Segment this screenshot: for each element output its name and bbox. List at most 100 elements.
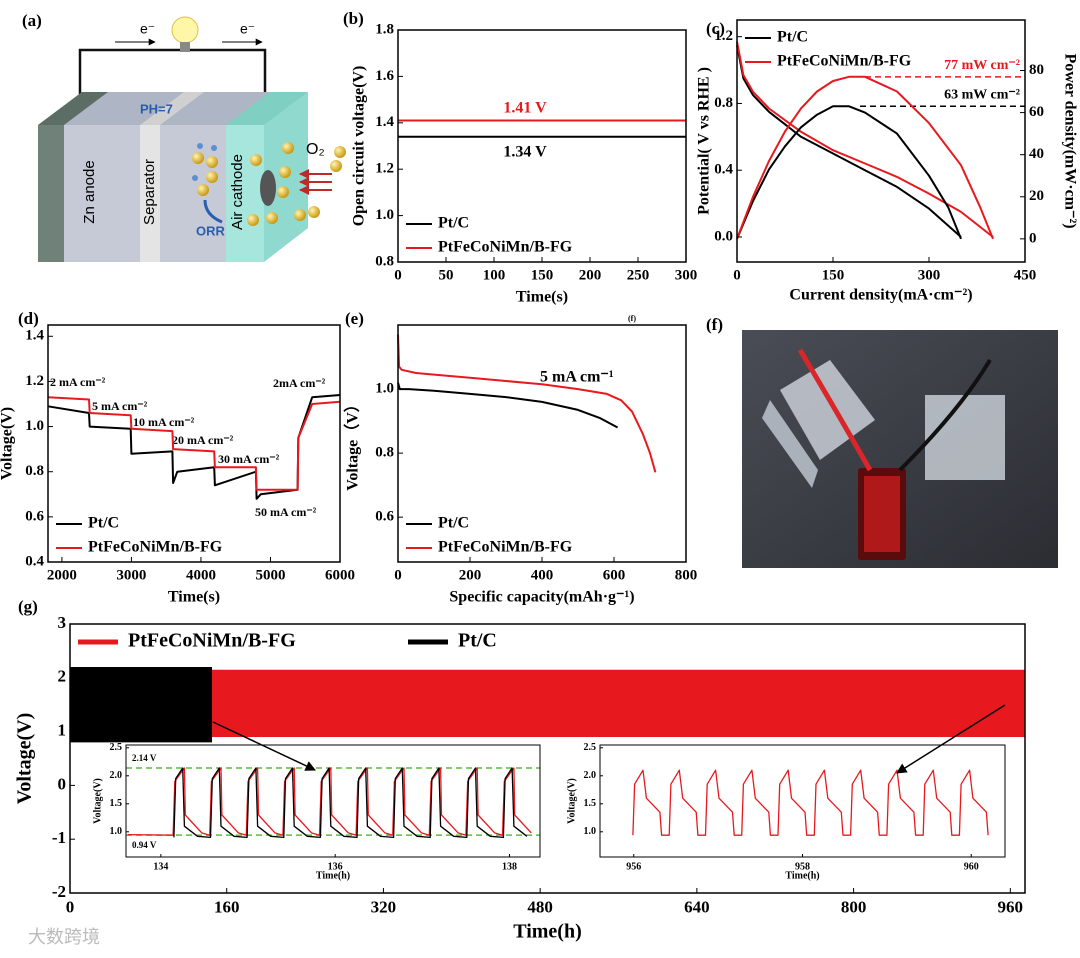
device-photo: (f) xyxy=(706,315,1058,568)
y2-tick-label: 60 xyxy=(1029,104,1044,120)
x-tick-label: 200 xyxy=(459,567,482,583)
annotation: 20 mA cm⁻² xyxy=(172,433,234,447)
annotation: 30 mA cm⁻² xyxy=(218,452,280,466)
panel-label: (f) xyxy=(706,315,723,334)
bulb xyxy=(171,16,199,44)
panel-label: (b) xyxy=(343,9,364,28)
panel-label: (g) xyxy=(18,597,38,616)
y-axis-label: Voltage(V) xyxy=(92,778,103,824)
y-tick-label: 1.8 xyxy=(375,21,394,37)
x-axis-label: Time(h) xyxy=(785,870,819,881)
y-tick-label: 0.8 xyxy=(714,95,733,111)
annotation: 1.41 V xyxy=(503,100,547,117)
x-axis-label: Time(h) xyxy=(316,870,350,881)
x-axis-label: Current density(mA·cm⁻²) xyxy=(789,287,972,304)
series-line xyxy=(632,769,989,836)
black-wire xyxy=(898,358,992,472)
separator-label: Separator xyxy=(141,159,158,225)
legend-label: PtFeCoNiMn/B-FG xyxy=(438,239,573,256)
series-line xyxy=(127,767,532,836)
y-axis-label: Voltage(V) xyxy=(0,407,16,480)
cathode-label: Air cathode xyxy=(229,154,246,230)
red-wire xyxy=(797,348,873,472)
cycling-band xyxy=(70,667,213,743)
x-tick-label: 136 xyxy=(328,861,343,872)
legend-label: PtFeCoNiMn/B-FG xyxy=(438,539,573,556)
inset-background xyxy=(600,745,1005,857)
y-tick-label: 1.5 xyxy=(584,798,597,809)
reaction-arrow xyxy=(203,199,223,224)
annotation: 10 mA cm⁻² xyxy=(133,415,195,429)
x-axis-label: Specific capacity(mAh·g⁻¹) xyxy=(449,589,634,606)
legend-label: PtFeCoNiMn/B-FG xyxy=(777,53,912,70)
panel-label: (a) xyxy=(22,11,42,30)
x-tick-label: 960 xyxy=(964,861,979,872)
x-tick-label: 3000 xyxy=(116,567,146,583)
annotation: 5 mA cm⁻¹ xyxy=(540,369,614,386)
oxygen-molecules xyxy=(192,142,346,226)
footnote: (f) xyxy=(628,314,636,323)
reaction-label: ORR xyxy=(196,223,226,238)
cycling-band xyxy=(70,669,1025,737)
y-tick-label: 0 xyxy=(58,774,67,793)
inset-background xyxy=(126,745,540,857)
x-tick-label: 160 xyxy=(214,898,240,917)
y-tick-label: 1.0 xyxy=(375,207,394,223)
series-line xyxy=(397,334,657,473)
x-axis-label: Time(s) xyxy=(516,289,568,306)
y-tick-label: 1.2 xyxy=(25,373,44,389)
x-axis-label: Time(s) xyxy=(168,589,220,606)
series-line xyxy=(736,75,994,240)
plot-frame xyxy=(736,19,1026,263)
x-tick-label: 0 xyxy=(394,567,402,583)
y-tick-label: 0.0 xyxy=(714,228,733,244)
legend-label: Pt/C xyxy=(777,29,808,46)
y-tick-label: 1.0 xyxy=(375,380,394,396)
gas-label: O₂ xyxy=(306,141,325,158)
x-tick-label: 800 xyxy=(841,898,867,917)
y-tick-label: 0.4 xyxy=(25,553,44,569)
panel-label: (e) xyxy=(345,309,364,328)
x-tick-label: 5000 xyxy=(255,567,285,583)
cell-device xyxy=(925,395,1005,480)
y-tick-label: 1.4 xyxy=(25,328,44,344)
plot-frame xyxy=(125,744,541,858)
annotation: 2mA cm⁻² xyxy=(273,376,326,390)
x-tick-label: 480 xyxy=(527,898,553,917)
y-tick-label: 1.5 xyxy=(110,798,123,809)
x-tick-label: 0 xyxy=(66,898,75,917)
x-tick-label: 958 xyxy=(795,861,810,872)
y-tick-label: 3 xyxy=(58,613,67,632)
cathode-top xyxy=(226,92,308,125)
annotation: 0.94 V xyxy=(132,840,157,850)
y-tick-label: 1.0 xyxy=(25,418,44,434)
annotation: 63 mW cm⁻² xyxy=(944,87,1020,102)
legend-label: Pt/C xyxy=(438,215,469,232)
legend-label: Pt/C xyxy=(438,515,469,532)
inset-arrow xyxy=(896,704,1006,774)
legend-label: PtFeCoNiMn/B-FG xyxy=(88,539,223,556)
y-axis-label: Potential( V vs RHE ) xyxy=(696,67,713,215)
series-line xyxy=(397,382,619,429)
y2-axis-label: Power density(mW·cm⁻²) xyxy=(1061,53,1078,228)
series-line xyxy=(736,44,962,238)
y-tick-label: 0.8 xyxy=(25,463,44,479)
y-tick-label: 2.0 xyxy=(584,770,597,781)
led-glow xyxy=(864,476,900,552)
bulb-base xyxy=(180,42,190,52)
x-tick-label: 4000 xyxy=(186,567,216,583)
x-tick-label: 0 xyxy=(394,267,402,283)
y-tick-label: 2 xyxy=(58,667,67,686)
legend-label: PtFeCoNiMn/B-FG xyxy=(128,630,296,652)
x-tick-label: 300 xyxy=(675,267,698,283)
separator-top xyxy=(140,92,204,125)
panel-label: (c) xyxy=(706,19,725,38)
annotation: 5 mA cm⁻² xyxy=(92,399,148,413)
y-tick-label: 0.4 xyxy=(714,162,733,178)
x-tick-label: 450 xyxy=(1014,267,1037,283)
y-tick-label: 1.2 xyxy=(375,161,394,177)
y-tick-label: 2.5 xyxy=(110,742,123,753)
x-axis-label: Time(h) xyxy=(513,921,582,943)
y-tick-label: 1.0 xyxy=(584,826,597,837)
